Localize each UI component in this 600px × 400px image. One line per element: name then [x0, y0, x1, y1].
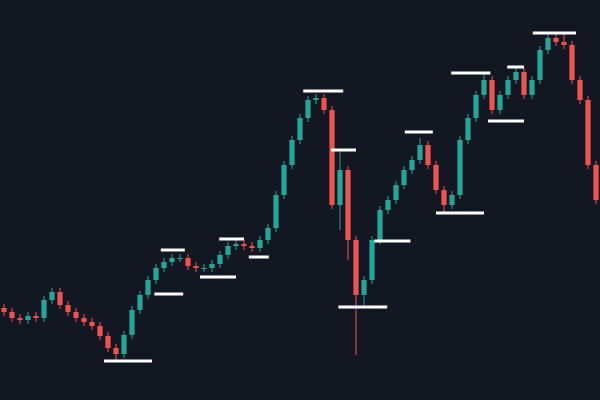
candle-body	[497, 95, 503, 110]
candle-body	[145, 280, 151, 295]
candle-body	[561, 42, 567, 45]
candle-body	[137, 295, 143, 310]
candle-body	[105, 336, 111, 348]
candle-body	[25, 316, 31, 320]
candle-body	[97, 326, 103, 336]
candle-body	[233, 244, 239, 246]
candle-body	[513, 72, 519, 80]
candle-body	[81, 318, 87, 322]
candle-body	[57, 292, 63, 305]
candle-body	[473, 95, 479, 118]
candle-body	[49, 292, 55, 300]
candle-body	[185, 258, 191, 266]
candle-body	[393, 185, 399, 200]
candle-body	[193, 266, 199, 268]
candle-body	[369, 240, 375, 280]
candle-body	[177, 258, 183, 259]
candle-body	[209, 264, 215, 268]
candle-body	[585, 100, 591, 165]
candle-body	[17, 318, 23, 320]
candle-body	[521, 72, 527, 95]
candle-body	[433, 165, 439, 190]
candle-body	[449, 195, 455, 205]
candle-body	[505, 80, 511, 95]
candle-body	[121, 335, 127, 354]
candle-body	[153, 268, 159, 280]
candle-body	[417, 145, 423, 160]
candle-body	[289, 140, 295, 165]
candle-body	[265, 228, 271, 240]
candle-body	[65, 305, 71, 312]
candle-body	[249, 246, 255, 248]
candle-body	[9, 312, 15, 318]
candle-body	[441, 190, 447, 205]
candle-body	[345, 170, 351, 240]
candle-body	[313, 98, 319, 100]
candle-body	[201, 268, 207, 269]
candle-body	[169, 258, 175, 262]
candle-body	[41, 300, 47, 318]
candle-body	[305, 100, 311, 118]
candle-body	[89, 322, 95, 326]
candle-body	[33, 316, 39, 318]
candle-body	[1, 308, 7, 312]
candle-body	[537, 50, 543, 80]
candle-body	[73, 312, 79, 318]
candle-body	[129, 310, 135, 335]
candle-body	[489, 80, 495, 110]
candle-body	[161, 262, 167, 268]
candle-body	[465, 118, 471, 140]
candle-body	[553, 38, 559, 42]
candle-body	[281, 165, 287, 195]
candle-body	[425, 145, 431, 165]
candle-body	[409, 160, 415, 170]
candle-body	[377, 210, 383, 240]
candle-body	[329, 110, 335, 205]
candle-body	[113, 348, 119, 354]
candle-body	[337, 170, 343, 205]
candle-body	[273, 195, 279, 228]
candle-body	[593, 165, 599, 200]
candle-body	[577, 80, 583, 100]
candle-body	[321, 98, 327, 110]
candle-body	[529, 80, 535, 95]
candle-body	[545, 38, 551, 50]
candle-body	[241, 244, 247, 246]
candle-body	[225, 246, 231, 255]
candle-body	[257, 240, 263, 248]
candle-body	[401, 170, 407, 185]
candle-body	[481, 80, 487, 95]
candle-body	[297, 118, 303, 140]
candle-body	[569, 45, 575, 80]
candle-body	[353, 240, 359, 295]
candle-body	[385, 200, 391, 210]
candle-body	[457, 140, 463, 195]
candle-body	[361, 280, 367, 295]
candle-body	[217, 255, 223, 264]
